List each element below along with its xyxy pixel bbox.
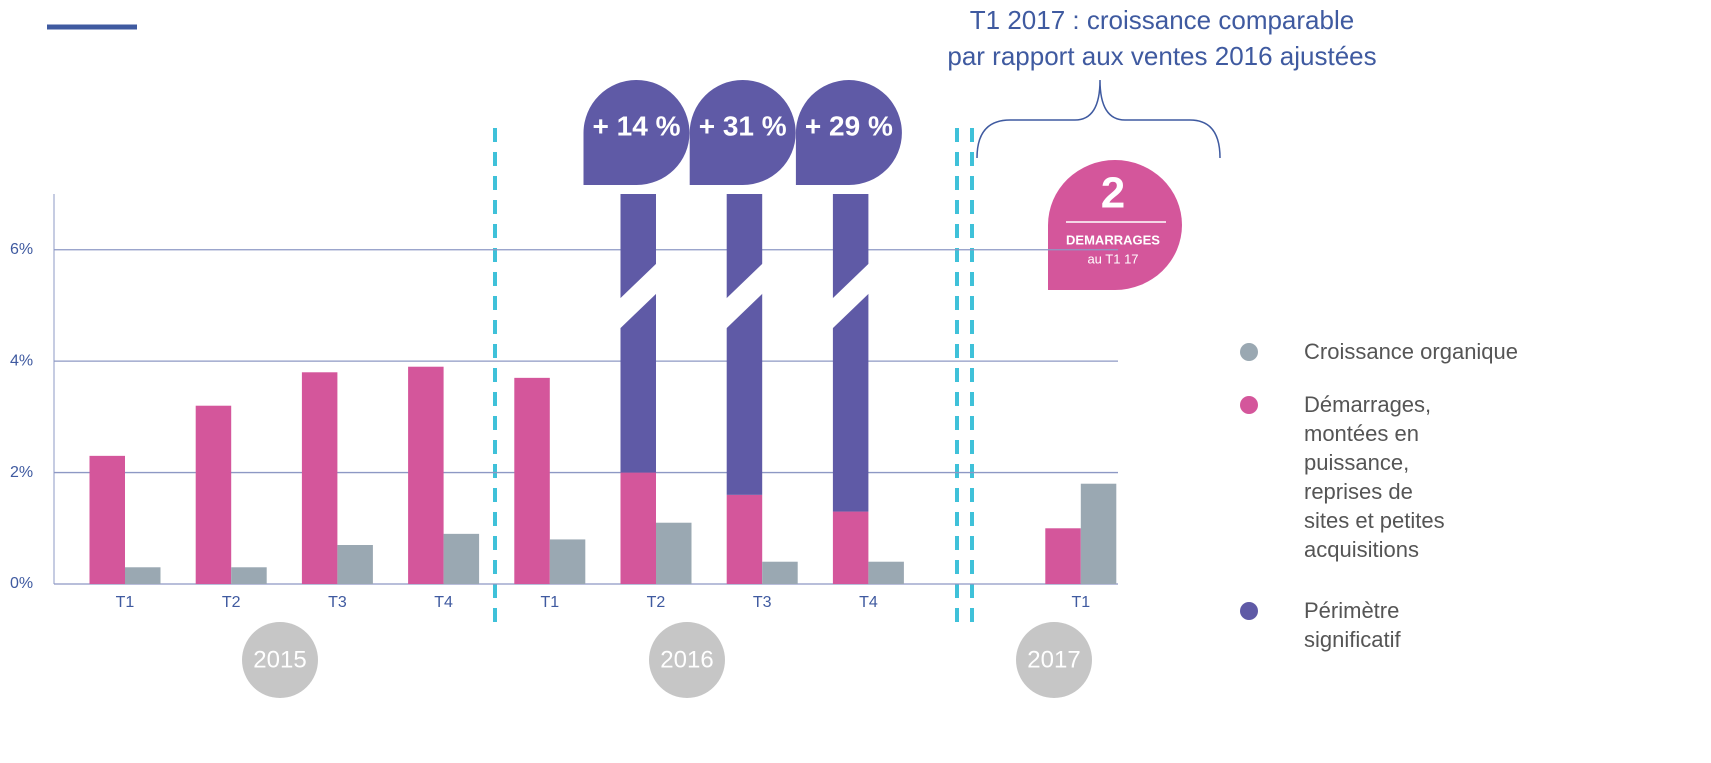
bar xyxy=(408,366,444,584)
bar xyxy=(231,567,267,584)
bar xyxy=(832,511,869,584)
axis-break xyxy=(618,262,658,330)
bar xyxy=(868,561,904,584)
year-label: 2017 xyxy=(1027,646,1080,673)
x-tick-label: T2 xyxy=(647,594,666,611)
x-tick-label: T4 xyxy=(434,594,453,611)
x-tick-label: T3 xyxy=(753,594,772,611)
bar xyxy=(726,494,763,584)
year-circle xyxy=(242,622,318,698)
badge-sublabel: au T1 17 xyxy=(1087,251,1138,266)
axis-break xyxy=(830,262,871,330)
bar xyxy=(301,372,338,584)
year-circle xyxy=(1016,622,1092,698)
bar xyxy=(832,194,869,512)
bar xyxy=(620,194,656,473)
x-tick-label: T1 xyxy=(1071,594,1090,611)
x-tick-label: T3 xyxy=(328,594,347,611)
bar xyxy=(514,377,550,584)
bar xyxy=(762,561,798,584)
brace xyxy=(976,79,1221,159)
bar xyxy=(337,545,373,584)
value-bubble xyxy=(795,80,902,185)
bar xyxy=(726,194,763,495)
badge-label: DEMARRAGES xyxy=(1066,232,1160,247)
bar xyxy=(620,472,656,584)
legend-label: Périmètre significatif xyxy=(1304,598,1401,652)
x-tick-label: T2 xyxy=(222,594,241,611)
badge xyxy=(1048,160,1182,290)
bar xyxy=(549,539,586,584)
value-label: + 14 % xyxy=(593,110,681,141)
bar xyxy=(443,533,480,584)
y-tick-label: 4% xyxy=(10,352,33,369)
legend-swatch xyxy=(1240,396,1258,414)
badge-number: 2 xyxy=(1101,169,1125,218)
axis-break xyxy=(724,262,765,330)
value-label: + 29 % xyxy=(805,110,893,141)
year-label: 2016 xyxy=(660,646,713,673)
y-tick-label: 0% xyxy=(10,575,33,592)
plot-area xyxy=(89,194,1117,584)
bar xyxy=(195,405,232,584)
y-tick-label: 2% xyxy=(10,464,33,481)
legend-item: Croissance organique xyxy=(1240,337,1564,366)
y-tick-label: 6% xyxy=(10,241,33,258)
legend-item: Périmètre significatif xyxy=(1240,596,1424,654)
annotation: T1 2017 : croissance comparable xyxy=(970,5,1354,35)
value-bubble xyxy=(689,80,796,185)
year-circle xyxy=(649,622,725,698)
legend-label: Croissance organique xyxy=(1304,339,1519,364)
x-tick-label: T1 xyxy=(116,594,135,611)
x-tick-label: T4 xyxy=(859,594,878,611)
bar xyxy=(1080,483,1117,584)
legend-label: Démarrages, montées en puissance, repris… xyxy=(1304,392,1445,562)
legend-swatch xyxy=(1240,343,1258,361)
value-bubble xyxy=(583,80,690,185)
year-label: 2015 xyxy=(253,646,306,673)
bar xyxy=(89,455,125,584)
x-tick-label: T1 xyxy=(540,594,559,611)
legend-item: Démarrages, montées en puissance, repris… xyxy=(1240,390,1454,564)
legend-swatch xyxy=(1240,602,1258,620)
bar xyxy=(125,567,161,584)
bar xyxy=(1045,528,1081,584)
bar xyxy=(656,522,692,584)
separators xyxy=(493,128,974,625)
value-label: + 31 % xyxy=(699,110,787,141)
annotation: par rapport aux ventes 2016 ajustées xyxy=(947,41,1376,71)
